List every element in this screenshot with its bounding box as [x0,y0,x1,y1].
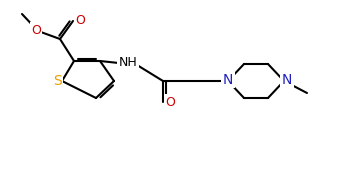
Text: O: O [31,24,41,37]
Text: S: S [53,74,61,88]
Text: N: N [282,73,292,87]
Text: O: O [75,14,85,28]
Text: NH: NH [119,56,137,68]
Text: O: O [165,96,175,108]
Text: N: N [223,73,233,87]
